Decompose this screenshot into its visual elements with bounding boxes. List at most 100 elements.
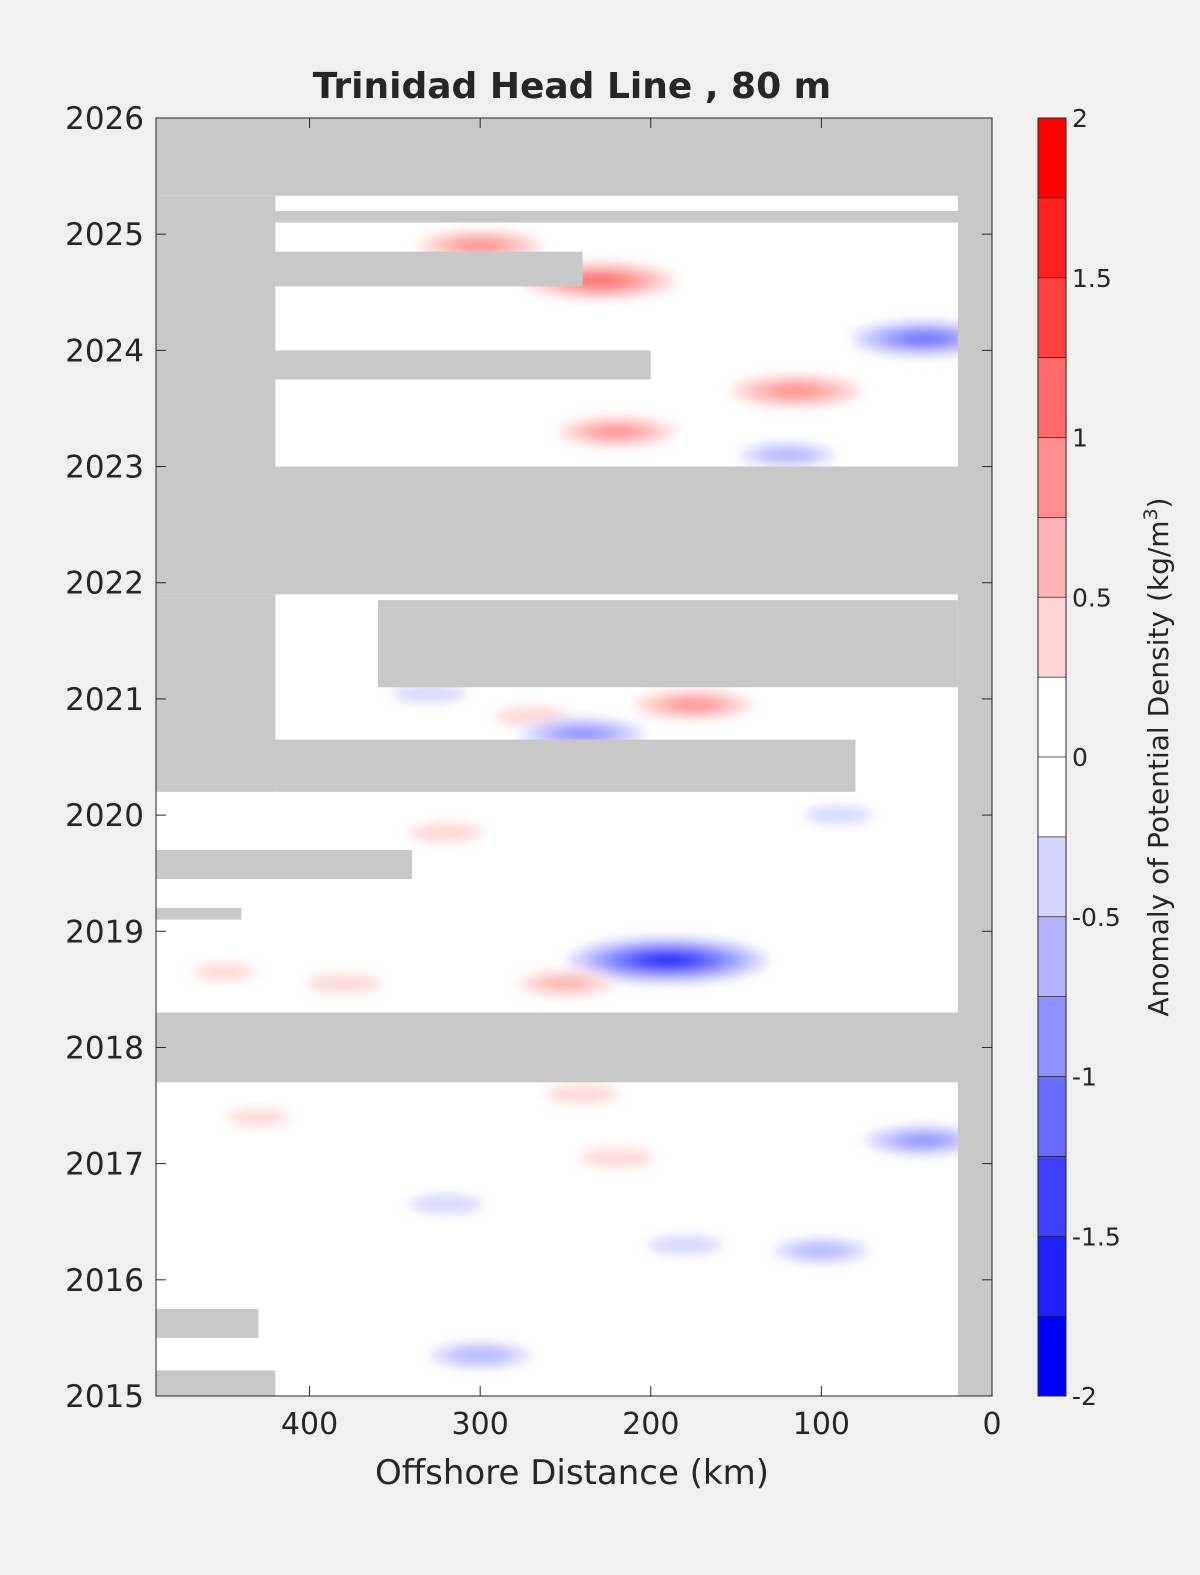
colorbar-tick-label: 1 (1072, 424, 1088, 453)
x-tick-label: 400 (281, 1407, 338, 1442)
x-axis-label: Offshore Distance (km) (375, 1453, 769, 1493)
y-tick-label: 2023 (65, 450, 144, 486)
y-tick-label: 2026 (65, 101, 144, 137)
anomaly-blob (226, 1109, 291, 1126)
colorbar-band (1038, 916, 1066, 997)
colorbar-band (1038, 757, 1066, 837)
y-tick-label: 2019 (65, 914, 144, 950)
y-tick-label: 2015 (65, 1379, 144, 1415)
y-tick-label: 2018 (65, 1030, 144, 1066)
no-data-region (275, 210, 992, 223)
colorbar-band (1038, 517, 1066, 598)
contour-level (408, 823, 484, 842)
x-tick-label: 200 (622, 1407, 679, 1442)
contour-level (226, 1109, 291, 1126)
contour-level (494, 707, 569, 726)
contour-level (758, 447, 816, 462)
colorbar-tick-label: 2 (1072, 104, 1088, 133)
colorbar-band (1038, 836, 1066, 917)
no-data-region (156, 849, 412, 879)
anomaly-blob (557, 417, 676, 446)
contour-level (803, 806, 873, 824)
anomaly-blob (567, 937, 769, 984)
contour-level (391, 683, 467, 703)
contour-level (767, 384, 824, 398)
colorbar-tick-label: 1.5 (1072, 264, 1112, 293)
colorbar-band (1038, 118, 1066, 198)
x-tick-label: 0 (982, 1407, 1001, 1442)
colorbar-band (1038, 677, 1066, 757)
no-data-region (156, 594, 276, 792)
colorbar-label-close: ) (1142, 497, 1175, 508)
colorbar-band (1038, 597, 1066, 678)
colorbar-tick-label: 0 (1072, 743, 1088, 772)
anomaly-blob (408, 823, 484, 842)
colorbar-band (1038, 1156, 1066, 1237)
y-tick-label: 2016 (65, 1263, 144, 1299)
no-data-region (156, 118, 992, 196)
contour-level (899, 333, 949, 345)
x-axis: 400 300 200 100 0 (281, 118, 1002, 1442)
contour-level (591, 425, 642, 438)
plot-frame (155, 117, 993, 1397)
no-data-region (275, 350, 651, 380)
colorbar-label-superscript: 3 (1140, 508, 1162, 520)
contour-level (792, 1243, 850, 1258)
contour-level (644, 955, 692, 966)
colorbar-tick-label: -1.5 (1072, 1222, 1121, 1251)
x-tick-label: 300 (452, 1407, 509, 1442)
anomaly-blob (865, 1126, 983, 1155)
no-data-region (957, 118, 992, 1396)
anomaly-blob (517, 971, 613, 996)
no-data-region (275, 739, 856, 792)
no-data-region (156, 1012, 992, 1083)
y-tick-label: 2025 (65, 217, 144, 253)
anomaly-blob (545, 1084, 620, 1104)
colorbar-band (1038, 357, 1066, 438)
y-tick-label: 2017 (65, 1147, 144, 1183)
no-data-region (156, 908, 242, 920)
anomaly-blob (773, 1239, 869, 1263)
contour-level (192, 963, 257, 981)
no-data-region (377, 600, 958, 688)
no-data-region (156, 195, 276, 467)
colorbar-band (1038, 1316, 1066, 1396)
colorbar-band (1038, 277, 1066, 358)
no-data-region (156, 1370, 276, 1396)
contour-level (574, 274, 626, 287)
contour-level (545, 1084, 620, 1104)
contour-level (668, 698, 719, 711)
y-tick-label: 2022 (65, 566, 144, 602)
x-tick-label: 100 (793, 1407, 850, 1442)
y-axis: 2015 2016 2017 2018 2019 2020 2021 2022 2023 2024… (65, 101, 992, 1415)
colorbar-tick-label: -0.5 (1072, 903, 1121, 932)
contour-level (579, 1148, 654, 1168)
no-data-region (275, 251, 583, 287)
colorbar-band (1038, 1236, 1066, 1317)
contour-level (898, 1134, 949, 1147)
contour-level (453, 239, 507, 253)
colorbar (1038, 117, 1066, 1396)
chart-title: Trinidad Head Line , 80 m (313, 66, 831, 107)
colorbar-ticks: 2 1.5 1 0.5 0 -0.5 -1 -1.5 -2 (1072, 104, 1121, 1411)
colorbar-tick-label: 0.5 (1072, 583, 1112, 612)
anomaly-blob (634, 690, 753, 719)
anomaly-blob (429, 1343, 531, 1368)
colorbar-frame (1037, 117, 1067, 1397)
contour-level (408, 1195, 484, 1214)
contour-level (449, 1347, 511, 1363)
colorbar-tick-label: -1 (1072, 1063, 1097, 1092)
contour-level (555, 727, 610, 741)
no-data-region (156, 466, 992, 595)
anomaly-blob (850, 321, 992, 356)
colorbar-tick-label: -2 (1072, 1382, 1097, 1411)
anomaly-blob (647, 1235, 723, 1255)
colorbar-band (1038, 1076, 1066, 1157)
anomaly-blob (391, 683, 467, 703)
anomaly-blob (192, 963, 257, 981)
colorbar-band (1038, 996, 1066, 1077)
colorbar-band (1038, 437, 1066, 518)
y-tick-label: 2020 (65, 798, 144, 834)
anomaly-blob (306, 974, 381, 993)
